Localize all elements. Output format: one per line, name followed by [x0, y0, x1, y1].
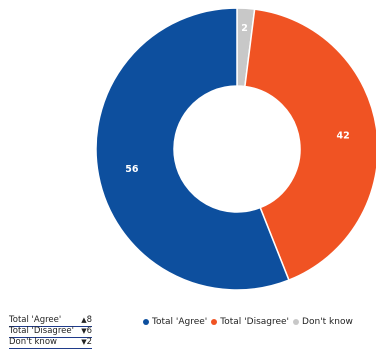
- change-label-dont-know: Don't know: [9, 337, 57, 347]
- change-value-disagree: ▼6: [81, 326, 92, 336]
- up-arrow-icon: ▲: [81, 316, 87, 324]
- change-table: Total 'Agree' ▲8 Total 'Disagree' ▼6 Don…: [9, 315, 92, 349]
- legend-item-disagree: Total 'Disagree': [211, 317, 289, 327]
- legend-dot-dont-know: [293, 319, 300, 325]
- down-arrow-icon: ▼: [81, 338, 87, 346]
- slice-1: [244, 8, 376, 282]
- change-row-dont-know: Don't know ▼2: [9, 337, 92, 349]
- change-value-agree: ▲8: [81, 315, 92, 325]
- change-value-dont-know: ▼2: [81, 337, 92, 347]
- legend-label-dont-know: Don't know: [302, 317, 353, 327]
- legend-item-dont-know: Don't know: [293, 317, 353, 327]
- chart-legend: Total 'Agree' Total 'Disagree' Don't kno…: [143, 317, 357, 327]
- donut-chart: 2 42 56: [95, 7, 376, 291]
- legend-label-disagree: Total 'Disagree': [220, 317, 290, 327]
- legend-dot-agree: [143, 319, 149, 325]
- change-label-disagree: Total 'Disagree': [9, 326, 74, 336]
- slice-label-0: 56: [125, 164, 139, 175]
- slice-labels: 2 42 56: [125, 23, 349, 175]
- down-arrow-icon: ▼: [81, 327, 87, 335]
- change-row-disagree: Total 'Disagree' ▼6: [9, 326, 92, 338]
- legend-item-agree: Total 'Agree': [143, 317, 207, 327]
- change-row-agree: Total 'Agree' ▲8: [9, 315, 92, 327]
- legend-dot-disagree: [211, 319, 218, 325]
- slice-label-2: 2: [241, 23, 248, 34]
- slice-0: [95, 7, 290, 291]
- change-label-agree: Total 'Agree': [9, 315, 62, 325]
- donut-slices: [95, 7, 376, 291]
- slice-label-1: 42: [337, 131, 350, 142]
- legend-label-agree: Total 'Agree': [152, 317, 208, 327]
